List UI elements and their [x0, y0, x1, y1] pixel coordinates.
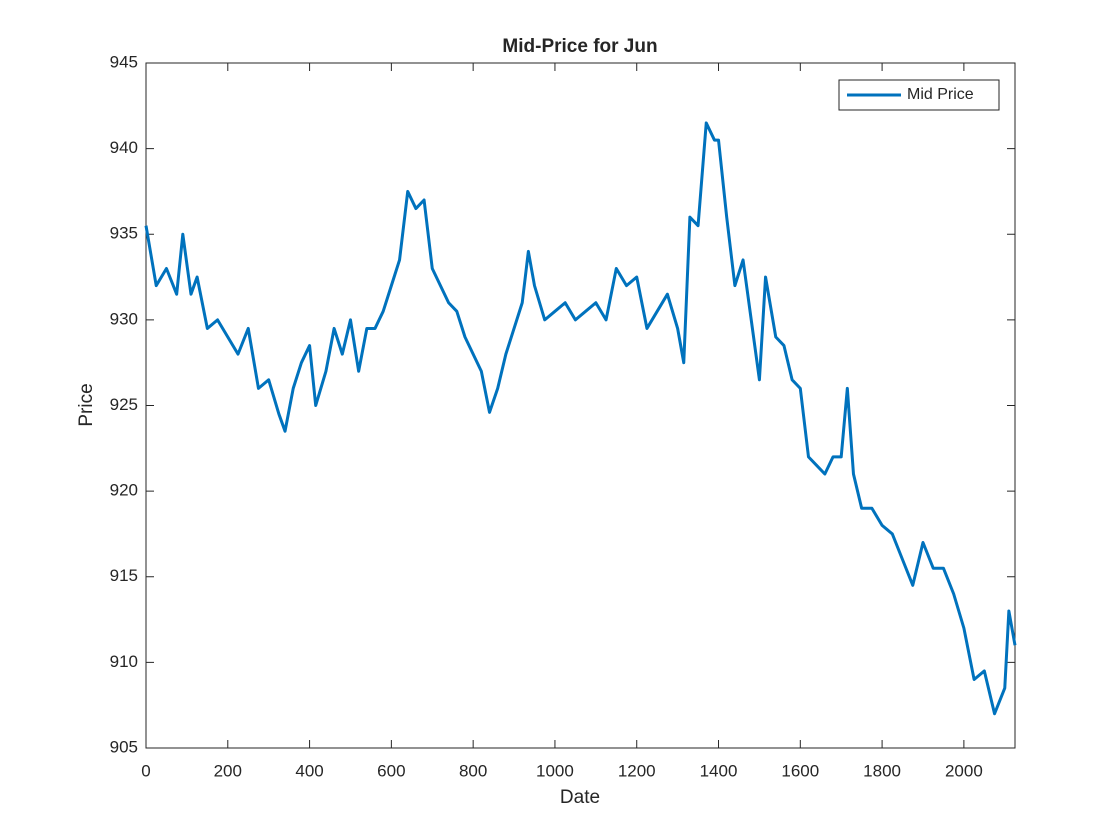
- x-tick-label: 0: [141, 761, 150, 780]
- y-tick-label: 940: [110, 138, 138, 157]
- x-tick-label: 1800: [863, 761, 901, 780]
- x-tick-label: 600: [377, 761, 405, 780]
- x-tick-label: 200: [214, 761, 242, 780]
- y-tick-label: 910: [110, 652, 138, 671]
- y-axis-label: Price: [76, 383, 97, 426]
- y-tick-label: 915: [110, 566, 138, 585]
- x-tick-label: 1000: [536, 761, 574, 780]
- x-tick-label: 2000: [945, 761, 983, 780]
- x-tick-label: 400: [295, 761, 323, 780]
- x-tick-label: 800: [459, 761, 487, 780]
- chart-title: Mid-Price for Jun: [502, 36, 657, 57]
- line: [144, 121, 1017, 716]
- x-tick-label: 1400: [700, 761, 738, 780]
- y-tick-label: 925: [110, 395, 138, 414]
- x-tick-label: 1600: [781, 761, 819, 780]
- y-tick-label: 905: [110, 737, 138, 756]
- y-tick-label: 935: [110, 224, 138, 243]
- x-tick-label: 1200: [618, 761, 656, 780]
- y-tick-label: 930: [110, 309, 138, 328]
- x-axis-label: Date: [560, 787, 600, 808]
- y-tick-label: 920: [110, 481, 138, 500]
- y-tick-label: 945: [110, 52, 138, 71]
- legend-label: Mid Price: [907, 86, 974, 103]
